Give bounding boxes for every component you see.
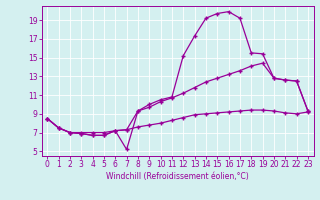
X-axis label: Windchill (Refroidissement éolien,°C): Windchill (Refroidissement éolien,°C) [106, 172, 249, 181]
